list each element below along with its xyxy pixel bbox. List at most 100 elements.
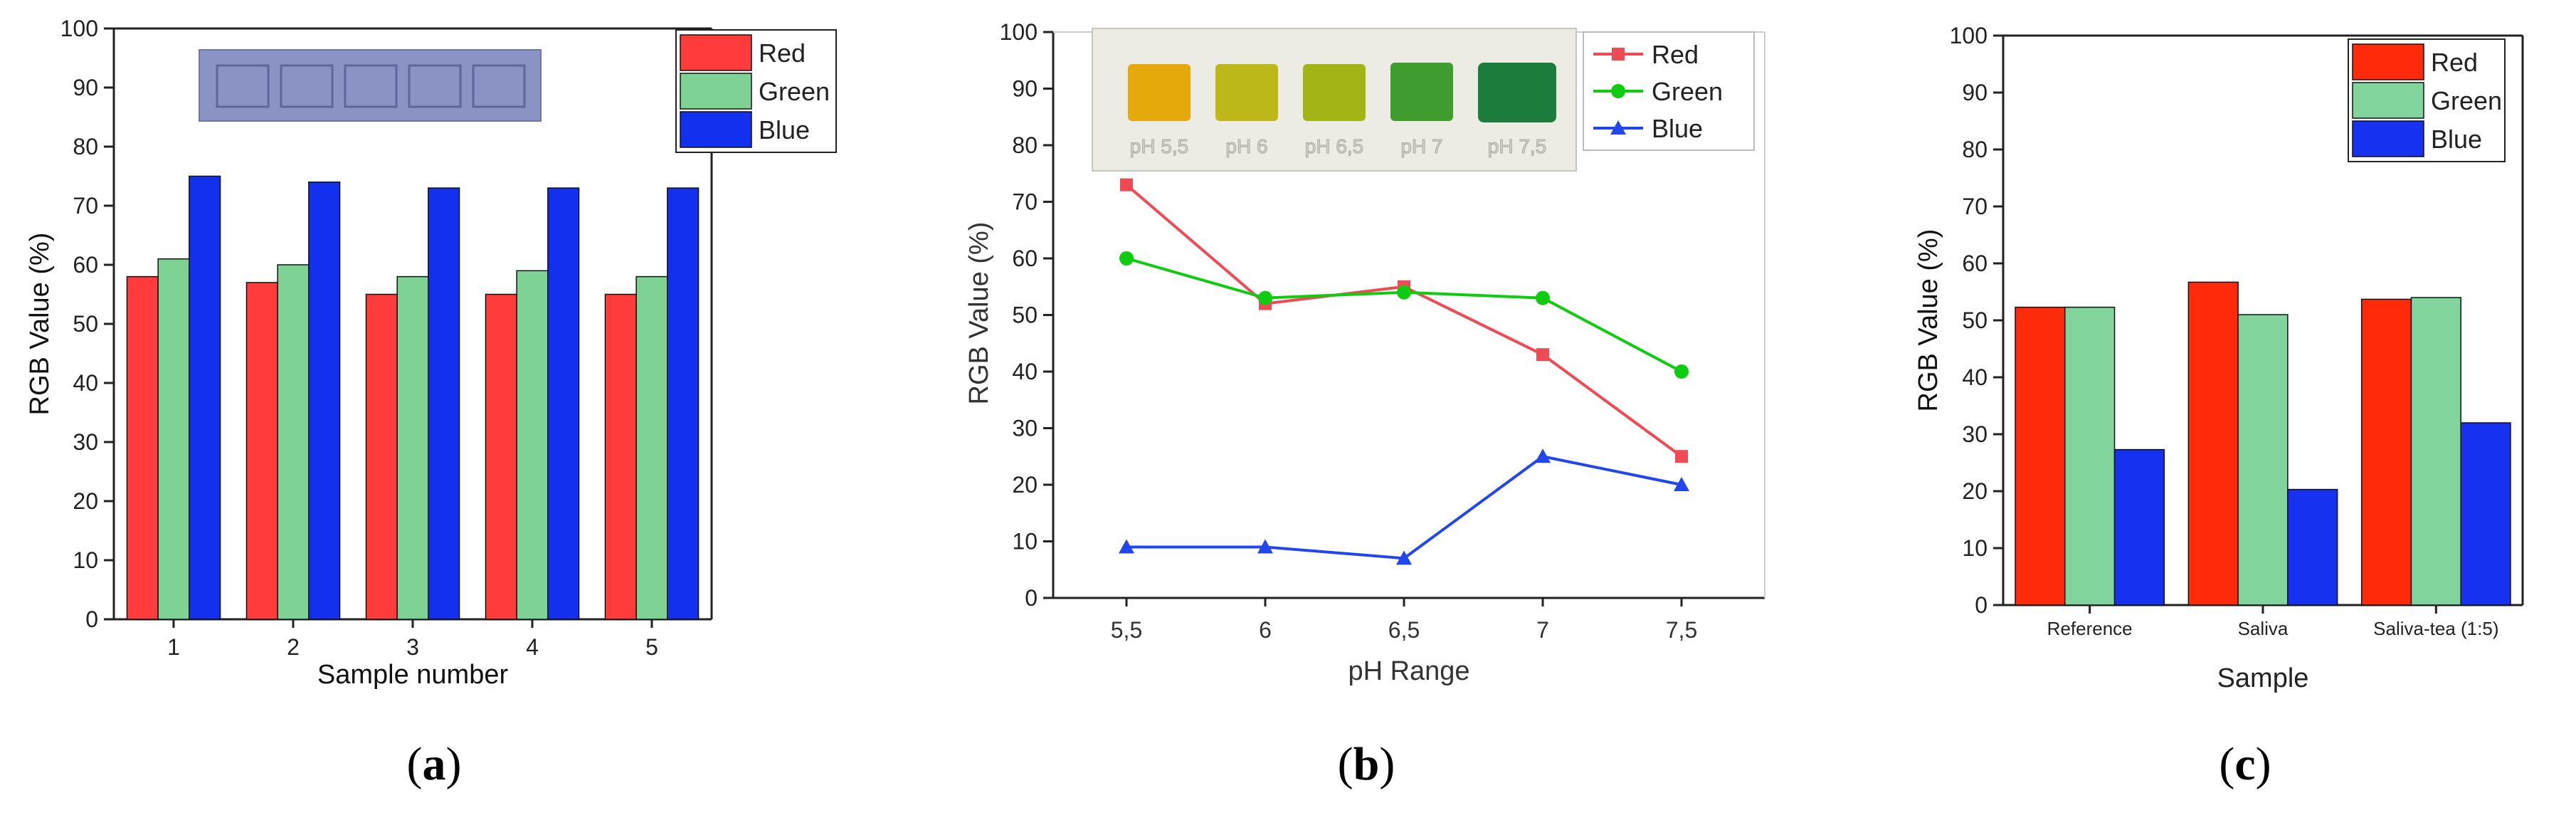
- ph-strip-label-2: pH 6: [1225, 135, 1267, 157]
- legend-swatch-red: [680, 34, 752, 71]
- y-tick-label: 40: [1962, 364, 1988, 390]
- panel-c-bars: [2015, 281, 2511, 606]
- y-tick-label: 90: [1012, 76, 1038, 102]
- bar-green: [516, 270, 549, 620]
- y-tick-label: 100: [1950, 23, 1988, 48]
- point-marker: [1612, 48, 1625, 61]
- y-tick-label: 30: [1962, 421, 1988, 447]
- legend-label-blue: Blue: [1652, 114, 1703, 143]
- panel-b-ylabel: RGB Value (%): [964, 222, 994, 405]
- y-tick-label: 70: [1012, 189, 1038, 215]
- legend-label-green: Green: [2431, 86, 2502, 115]
- bar-green: [635, 275, 668, 620]
- bar-green: [2410, 297, 2461, 606]
- bar-blue: [547, 187, 580, 620]
- caption-b-letter: b: [1353, 738, 1380, 790]
- y-tick-label: 10: [73, 547, 98, 573]
- panel-c-yticks: 0 10 20 30 40 50 60 70 80 90 100: [1950, 23, 2003, 618]
- point-marker: [1535, 448, 1551, 463]
- panel-b-xlabel: pH Range: [1348, 656, 1469, 686]
- y-tick-label: 70: [73, 193, 98, 219]
- panel-a-xlabel: Sample number: [317, 660, 509, 690]
- x-tick-label: 7: [1536, 617, 1549, 643]
- panel-a: 0 10 20 30 40 50 60 70 80 90 100 1 2 3 4 5 RGB Value (…: [25, 16, 837, 690]
- point-marker: [1396, 550, 1412, 565]
- caption-a: (a): [407, 738, 462, 790]
- x-tick-label: 6,5: [1388, 617, 1420, 643]
- bar-green: [277, 264, 310, 620]
- legend-label-green: Green: [759, 77, 830, 106]
- bar-red: [485, 293, 517, 620]
- caption-a-letter: a: [423, 738, 446, 790]
- legend-swatch-blue: [2352, 120, 2424, 157]
- x-tick-label: 4: [526, 634, 539, 660]
- bar-green: [396, 275, 429, 620]
- y-tick-label: 40: [73, 370, 98, 396]
- panel-c-xticks: Reference Saliva Saliva-tea (1:5): [2047, 605, 2498, 639]
- legend-swatch-green: [2352, 82, 2424, 119]
- x-tick-label: 5,5: [1111, 617, 1142, 643]
- series-line-green: [1126, 257, 1682, 373]
- y-tick-label: 10: [1012, 529, 1038, 555]
- legend-label-green: Green: [1652, 77, 1723, 106]
- point-marker: [1611, 84, 1625, 98]
- y-tick-label: 60: [1962, 251, 1988, 276]
- point-marker: [1674, 364, 1689, 379]
- point-marker: [1120, 178, 1133, 191]
- y-tick-label: 10: [1962, 535, 1988, 561]
- y-tick-label: 80: [73, 134, 98, 159]
- bar-red: [2015, 306, 2066, 606]
- panel-a-bars: [126, 175, 700, 620]
- captions: (a) (b) (c): [407, 738, 2271, 790]
- point-marker: [1119, 539, 1134, 554]
- y-tick-label: 0: [1025, 585, 1038, 611]
- y-tick-label: 90: [1962, 80, 1988, 105]
- x-tick-label: 3: [406, 634, 419, 660]
- x-tick-label: 7,5: [1666, 617, 1697, 643]
- panel-b: 0 10 20 30 40 50 60 70 80 90 100 5,5 6 6,5 7 7,5 pH 5,…: [964, 19, 1765, 686]
- y-tick-label: 100: [1000, 19, 1038, 45]
- y-tick-label: 30: [1012, 416, 1038, 441]
- bar-blue: [308, 182, 341, 620]
- panel-a-legend: Red Green Blue: [675, 29, 837, 153]
- y-tick-label: 60: [73, 252, 98, 278]
- legend-label-red: Red: [1652, 40, 1699, 69]
- point-marker: [1675, 450, 1688, 463]
- legend-swatch-green: [680, 73, 752, 110]
- y-tick-label: 40: [1012, 359, 1038, 384]
- bar-red: [2187, 281, 2239, 606]
- caption-c: (c): [2219, 738, 2271, 790]
- bar-green: [2237, 314, 2289, 606]
- legend-swatch-red: [2352, 43, 2424, 80]
- point-marker: [1397, 285, 1411, 300]
- point-marker: [1610, 120, 1626, 135]
- bar-blue: [428, 187, 460, 620]
- y-tick-label: 0: [1975, 592, 1988, 618]
- y-tick-label: 70: [1962, 194, 1988, 219]
- x-tick-label: 1: [167, 634, 180, 660]
- ph-strip-label-5: pH 7,5: [1488, 135, 1547, 157]
- y-tick-label: 60: [1012, 246, 1038, 271]
- panel-a-yticks: 0 10 20 30 40 50 60 70 80 90 100: [60, 16, 114, 632]
- panel-c-xlabel: Sample: [2217, 663, 2309, 693]
- y-tick-label: 80: [1012, 132, 1038, 158]
- panel-c-legend: Red Green Blue: [2348, 38, 2506, 162]
- point-marker: [1536, 348, 1549, 362]
- y-tick-label: 0: [85, 606, 98, 632]
- bar-red: [2360, 298, 2412, 606]
- legend-label-red: Red: [2431, 48, 2478, 77]
- series-line-blue: [1126, 455, 1682, 560]
- y-tick-label: 50: [1962, 308, 1988, 333]
- panel-b-legend: Red Green Blue: [1583, 31, 1755, 151]
- bar-blue: [2113, 448, 2165, 606]
- y-tick-label: 20: [1012, 472, 1038, 498]
- bar-green: [157, 258, 190, 620]
- caption-c-letter: c: [2234, 738, 2255, 790]
- y-tick-label: 50: [1012, 303, 1038, 328]
- legend-label-blue: Blue: [759, 115, 810, 144]
- x-tick-label: Saliva: [2238, 618, 2289, 639]
- bar-blue: [667, 187, 700, 620]
- y-tick-label: 100: [60, 16, 98, 41]
- panel-c: 0 10 20 30 40 50 60 70 80 90 100 Reference Saliva Sa…: [1913, 23, 2524, 693]
